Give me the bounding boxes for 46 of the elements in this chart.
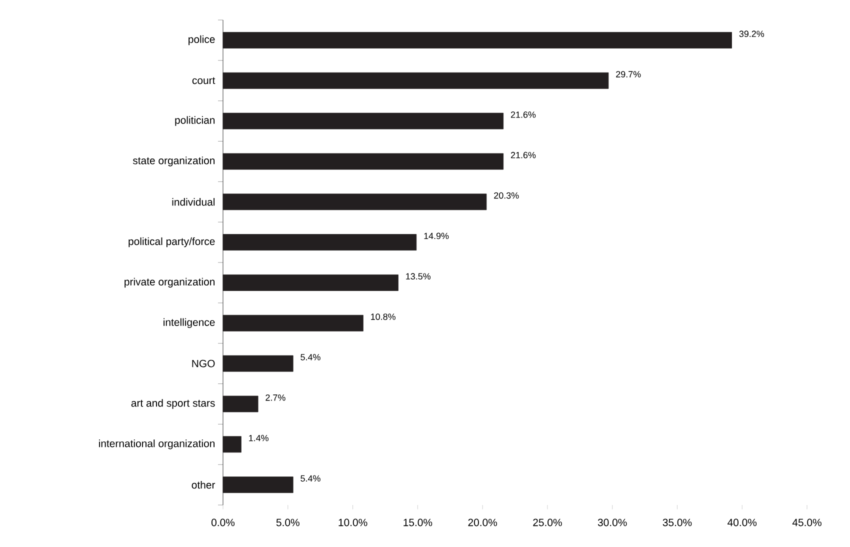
- data-label: 21.6%: [510, 152, 536, 158]
- bar: [222, 396, 258, 412]
- y-tick-label: individual: [172, 198, 215, 206]
- bar: [222, 72, 609, 89]
- y-tick-label: private organization: [124, 278, 215, 288]
- bar: [222, 314, 364, 332]
- data-label: 13.5%: [406, 273, 431, 280]
- data-label: 1.4%: [249, 434, 268, 442]
- y-tick-label: political party/force: [128, 237, 215, 248]
- y-tick-label: international organization: [99, 440, 215, 450]
- bar: [222, 355, 294, 372]
- x-tick-label: 0.0%: [211, 518, 235, 526]
- y-tick-label: police: [188, 35, 215, 46]
- data-label: 5.4%: [300, 354, 320, 360]
- data-label: 39.2%: [739, 30, 764, 38]
- y-tick-label: court: [192, 77, 216, 84]
- bar: [222, 274, 398, 291]
- y-tick-label: other: [192, 480, 216, 489]
- y-tick-label: state organization: [132, 156, 215, 166]
- data-label: 5.4%: [300, 475, 320, 482]
- bar: [222, 153, 504, 170]
- x-tick-label: 40.0%: [728, 518, 757, 526]
- bar: [222, 476, 294, 493]
- bar: [222, 436, 242, 453]
- bar: [222, 112, 504, 130]
- x-tick-label: 10.0%: [338, 518, 368, 526]
- x-tick-label: 15.0%: [404, 518, 432, 526]
- bar: [222, 194, 487, 210]
- data-label: 2.7%: [266, 394, 286, 401]
- y-tick-label: politician: [175, 116, 215, 126]
- y-tick-label: art and sport stars: [131, 399, 215, 409]
- data-label: 20.3%: [494, 192, 519, 199]
- x-tick-label: 20.0%: [468, 518, 498, 526]
- x-tick-label: 25.0%: [533, 518, 562, 526]
- data-label: 29.7%: [616, 71, 641, 78]
- x-tick-label: 30.0%: [598, 518, 627, 526]
- data-label: 21.6%: [510, 111, 536, 118]
- x-tick-label: 5.0%: [276, 518, 300, 526]
- bar: [222, 32, 732, 48]
- y-tick-label: intelligence: [164, 318, 215, 328]
- x-tick-label: 45.0%: [792, 518, 822, 526]
- y-tick-label: NGO: [192, 360, 215, 368]
- data-label: 10.8%: [371, 314, 396, 320]
- bar: [222, 234, 417, 250]
- data-label: 14.9%: [424, 232, 449, 240]
- x-tick-label: 35.0%: [662, 518, 692, 526]
